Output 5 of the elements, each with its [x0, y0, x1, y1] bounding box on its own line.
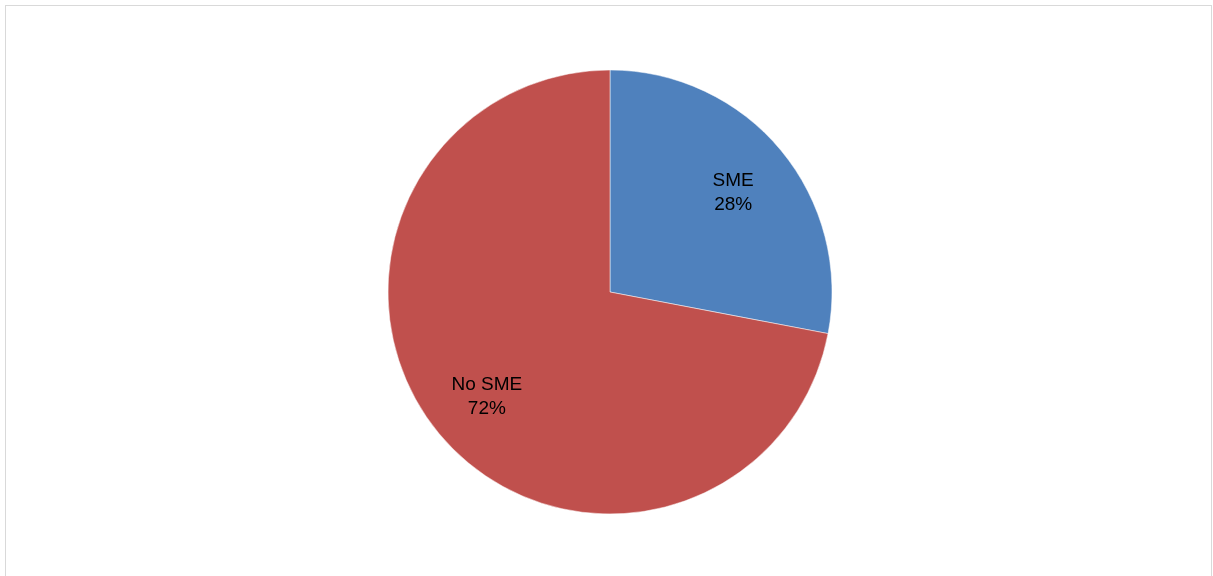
slice-label: No SME	[451, 373, 523, 395]
pie-slice	[387, 69, 829, 515]
data-label: 72%	[467, 396, 506, 418]
slice-label: SME	[712, 169, 754, 191]
data-label: 28%	[714, 193, 753, 215]
